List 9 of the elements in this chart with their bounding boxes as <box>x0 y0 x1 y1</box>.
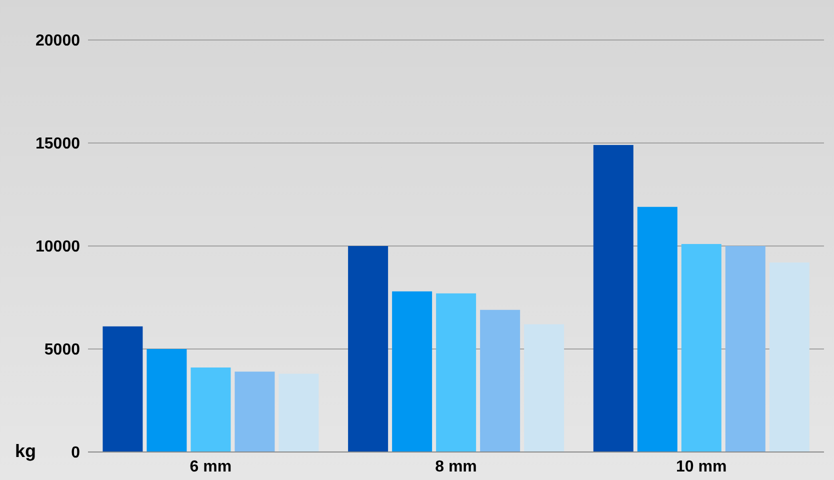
x-tick-label: 6 mm <box>190 458 232 476</box>
y-tick-label: 20000 <box>36 32 80 50</box>
y-tick-label: 15000 <box>36 136 80 153</box>
x-tick-label: 8 mm <box>435 458 477 476</box>
y-tick-label: 0 <box>71 444 80 462</box>
y-axis-title: kg <box>15 441 36 461</box>
x-tick-label: 10 mm <box>676 458 727 476</box>
y-tick-label: 5000 <box>44 342 80 359</box>
y-tick-label: 10000 <box>36 238 80 256</box>
